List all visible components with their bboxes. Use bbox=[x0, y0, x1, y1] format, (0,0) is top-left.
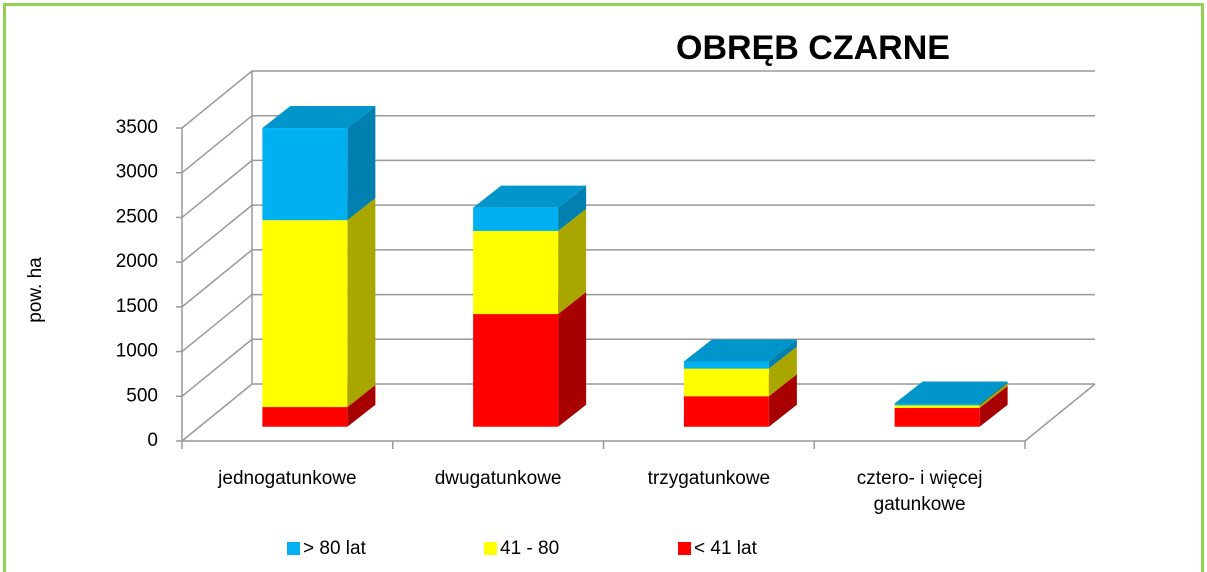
bar-segment bbox=[262, 106, 376, 221]
grid-line bbox=[181, 114, 1095, 174]
x-tick-label: jednogatunkowe bbox=[218, 468, 357, 489]
bar-side bbox=[347, 198, 376, 408]
bar-side bbox=[768, 339, 797, 369]
bar-side bbox=[979, 381, 1008, 406]
bar-front bbox=[894, 407, 980, 427]
bar-front bbox=[473, 230, 559, 315]
grid-line bbox=[181, 70, 1095, 129]
bar-front bbox=[894, 405, 980, 408]
legend-label: 41 - 80 bbox=[500, 538, 559, 559]
bar-side bbox=[558, 292, 587, 427]
bar-side bbox=[768, 346, 797, 397]
bar-segment bbox=[894, 381, 1008, 406]
bar-side bbox=[979, 385, 1008, 427]
bar-front bbox=[894, 403, 980, 406]
y-tick-label: 3000 bbox=[116, 162, 158, 183]
y-tick-label: 3500 bbox=[116, 117, 158, 138]
y-tick-label: 500 bbox=[126, 385, 158, 406]
x-tick-label: cztero- i więcej gatunkowe bbox=[856, 468, 983, 515]
grid-line bbox=[181, 249, 1095, 308]
y-tick-label: 0 bbox=[147, 430, 158, 451]
y-tick-label: 1000 bbox=[116, 341, 158, 362]
bar-side bbox=[558, 208, 587, 315]
bar-front bbox=[262, 220, 348, 408]
legend-label: > 80 lat bbox=[303, 538, 367, 559]
bar-segment bbox=[473, 208, 587, 315]
bar-side bbox=[347, 385, 376, 427]
bar-side bbox=[558, 185, 587, 231]
grid-line bbox=[181, 204, 1095, 263]
bar-segment bbox=[473, 185, 587, 231]
bar-front bbox=[683, 396, 769, 427]
grid-line bbox=[181, 383, 1095, 442]
chart-title: OBRĘB CZARNE bbox=[676, 29, 950, 67]
y-tick-label: 1500 bbox=[116, 296, 158, 317]
grid-line bbox=[181, 293, 1095, 353]
bar-front bbox=[262, 407, 348, 427]
frame bbox=[3, 3, 1204, 572]
legend-swatch bbox=[678, 542, 691, 555]
grid-line bbox=[181, 159, 1095, 219]
y-tick-label: 2500 bbox=[116, 206, 158, 227]
legend-swatch bbox=[484, 542, 497, 555]
y-axis-label: pow. ha bbox=[25, 257, 46, 323]
bar-side bbox=[347, 106, 376, 221]
bar-side bbox=[768, 374, 797, 427]
x-tick-label: trzygatunkowe bbox=[647, 468, 771, 489]
bar-front bbox=[683, 361, 769, 369]
x-tick-label: dwugatunkowe bbox=[434, 468, 562, 489]
bar-front bbox=[473, 314, 559, 427]
bar-segment bbox=[683, 339, 797, 369]
bar-top bbox=[894, 381, 1008, 404]
bar-front bbox=[473, 207, 559, 231]
grid-line bbox=[181, 338, 1095, 397]
bar-front bbox=[262, 128, 348, 221]
bar-segment bbox=[262, 198, 376, 408]
legend-swatch bbox=[287, 542, 300, 555]
legend-label: < 41 lat bbox=[694, 538, 758, 559]
bar-front bbox=[683, 368, 769, 397]
bar-top bbox=[473, 185, 587, 208]
bar-side bbox=[979, 383, 1008, 408]
bar-top bbox=[683, 339, 797, 362]
y-tick-label: 2000 bbox=[116, 251, 158, 272]
bar-top bbox=[262, 106, 376, 129]
